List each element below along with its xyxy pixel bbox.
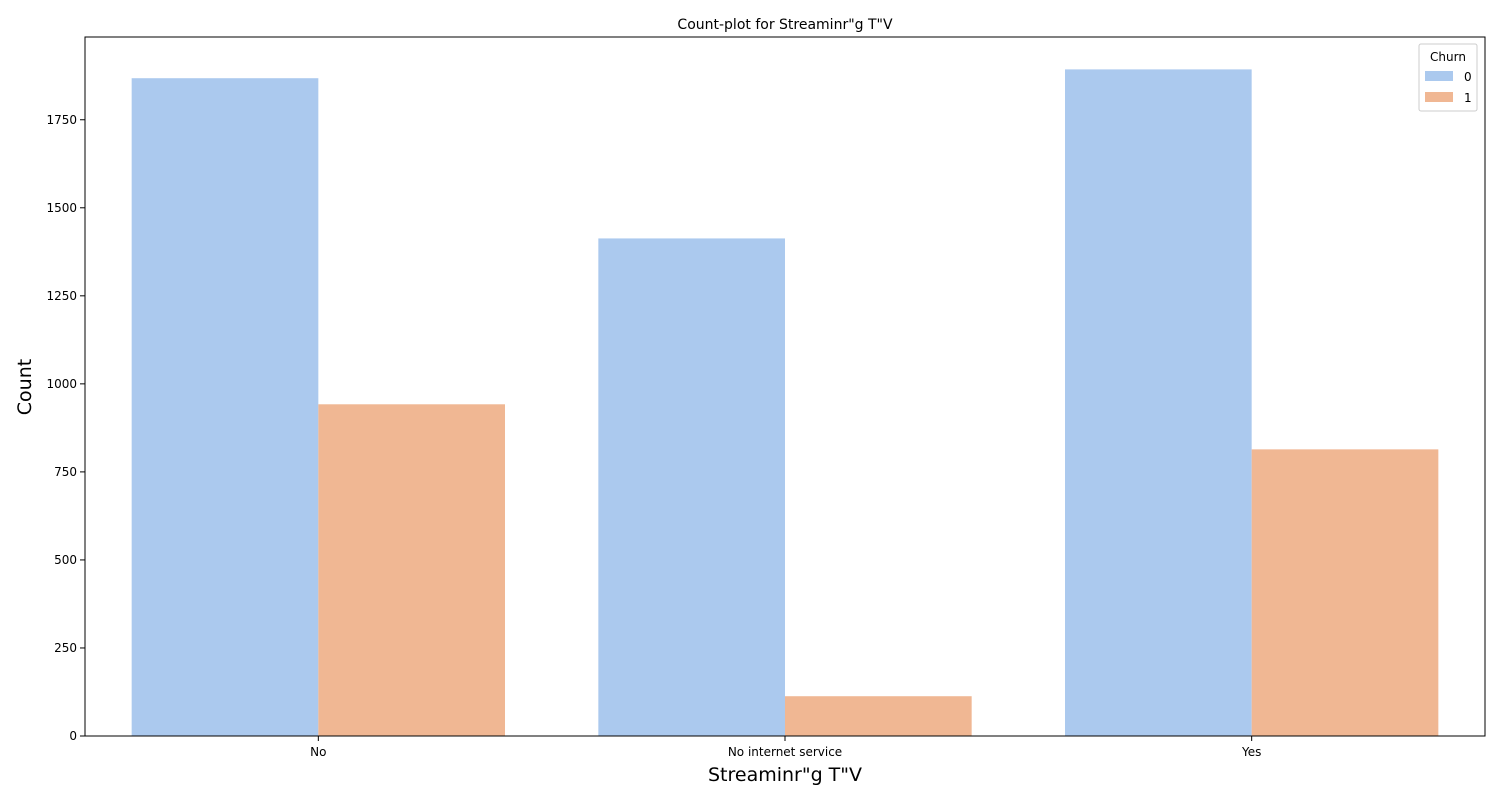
x-axis: No No internet service Yes — [310, 736, 1261, 759]
y-axis: 0 250 500 750 1000 1250 1500 1750 — [46, 113, 85, 743]
legend-label-1: 1 — [1464, 91, 1472, 105]
bar-churn-1-yes — [1251, 449, 1439, 736]
legend-title: Churn — [1430, 50, 1466, 64]
bar-churn-1-no-internet-service — [785, 696, 972, 736]
bars-group — [131, 69, 1439, 737]
x-axis-label: Streaminr"g T"V — [708, 764, 862, 786]
x-tick-label: No — [310, 745, 326, 759]
legend-swatch-1 — [1425, 92, 1453, 102]
y-tick-label: 250 — [54, 641, 77, 655]
y-tick-label: 750 — [54, 465, 77, 479]
legend-label-0: 0 — [1464, 70, 1472, 84]
legend: Churn 0 1 — [1418, 43, 1478, 112]
y-tick-label: 1750 — [46, 113, 77, 127]
y-tick-label: 500 — [54, 553, 77, 567]
y-tick-label: 0 — [69, 729, 77, 743]
bar-churn-1-no — [318, 404, 505, 736]
y-tick-label: 1500 — [46, 201, 77, 215]
y-tick-label: 1250 — [46, 289, 77, 303]
bar-churn-0-yes — [1065, 69, 1252, 737]
y-axis-label: Count — [14, 359, 36, 415]
legend-swatch-0 — [1425, 71, 1453, 81]
x-tick-label: No internet service — [728, 745, 842, 759]
bar-churn-0-no-internet-service — [598, 238, 785, 736]
bar-churn-0-no — [131, 78, 319, 736]
x-tick-label: Yes — [1241, 745, 1261, 759]
y-tick-label: 1000 — [46, 377, 77, 391]
chart-title: Count-plot for Streaminr"g T"V — [677, 17, 893, 33]
